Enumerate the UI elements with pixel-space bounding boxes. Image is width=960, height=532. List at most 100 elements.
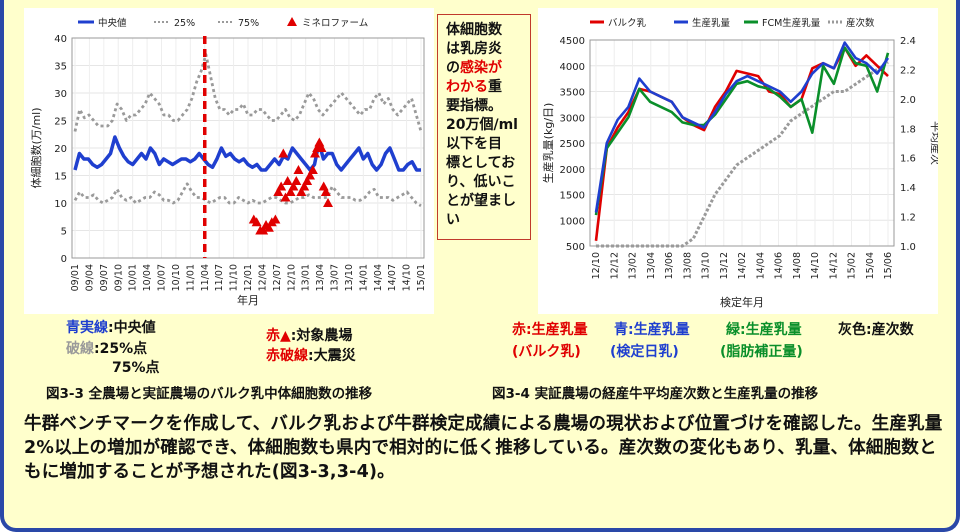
farm-point (291, 176, 302, 185)
farm-point (314, 137, 325, 147)
legend-label: バルク乳 (608, 17, 647, 29)
y-tick-label: 2000 (560, 165, 585, 176)
farm-point (251, 217, 262, 227)
right-legend-red-sub: (バルク乳) (512, 342, 581, 362)
plot-area (589, 39, 895, 247)
x-tick-label: 14/04 (373, 264, 384, 291)
x-tick-label: 11/04 (200, 264, 211, 291)
farm-point (273, 187, 284, 196)
x-tick-label: 11/01 (185, 264, 196, 291)
farm-point (280, 192, 291, 202)
x-tick-label: 14/08 (792, 252, 803, 279)
y2-tick-label: 2.4 (900, 36, 916, 47)
y-tick-label: 3000 (560, 113, 585, 124)
legend-marker (287, 17, 297, 26)
y-tick-label: 30 (54, 89, 67, 100)
y-tick-label: 500 (566, 242, 585, 253)
note-line: 要指標。 (446, 98, 502, 114)
y-tick-label: 5 (61, 227, 67, 238)
y-tick-label: 0 (61, 254, 67, 265)
legend-desc: :25%点 (94, 341, 148, 357)
note-text: の (446, 60, 460, 76)
farm-point (316, 143, 327, 152)
x-tick-label: 09/07 (99, 264, 110, 291)
farm-point (320, 187, 331, 196)
x-tick-label: 14/01 (358, 264, 369, 291)
series-line-産次数 (596, 60, 889, 248)
y-tick-label: 1500 (560, 191, 585, 202)
legend-label: 中央値 (98, 17, 127, 29)
x-tick-label: 12/10 (591, 252, 602, 279)
note-red-text: 感染が (460, 60, 502, 76)
x-tick-label: 12/07 (272, 264, 283, 291)
y2-tick-label: 1.2 (900, 213, 916, 224)
x-tick-label: 15/02 (847, 252, 858, 279)
x-tick-label: 10/07 (157, 264, 168, 291)
y-tick-label: 3500 (560, 88, 585, 99)
y-tick-label: 25 (54, 117, 67, 128)
x-tick-label: 13/07 (330, 264, 341, 291)
y2-tick-label: 1.0 (900, 242, 916, 253)
farm-point (293, 165, 304, 174)
y-tick-label: 20 (54, 144, 67, 155)
legend-key: 破線 (66, 341, 94, 357)
milk-chart: 500 1000 1500 2000 2500 3000 3500 4000 4500 1.0 1.… (541, 17, 943, 309)
y2-axis-title: 平均産次 (929, 121, 938, 165)
legend-label: 25% (174, 18, 195, 29)
note-line: り、低いこ (446, 174, 516, 190)
legend-label: 産次数 (846, 17, 875, 29)
figure-caption-3-4: 図3-4 実証農場の経産牛平均産次数と生産乳量の推移 (492, 386, 819, 402)
right-legend-green-sub: (脂肪補正量) (720, 342, 803, 362)
right-legend-blue: 青:生産乳量 (614, 320, 690, 340)
farm-point (299, 181, 310, 191)
x-tick-label: 12/01 (243, 264, 254, 291)
series-line-FCM生産乳量 (594, 46, 890, 216)
y-tick-label: 35 (54, 62, 67, 73)
legend-sub: (脂肪補正量) (720, 344, 803, 360)
farm-point (302, 176, 313, 185)
legend-key: 青 (614, 322, 628, 338)
note-line: は乳房炎 (446, 41, 502, 57)
x-tick-label: 15/06 (883, 252, 894, 279)
y-tick-label: 4000 (560, 62, 585, 73)
legend-desc: :中央値 (108, 320, 156, 336)
x-axis-title: 年月 (237, 293, 259, 307)
series-line-25% (73, 182, 422, 208)
x-axis-title: 検定年月 (720, 295, 764, 309)
farm-point (285, 187, 296, 196)
x-tick-label: 13/01 (301, 264, 312, 291)
figure-caption-3-3: 図3-3 全農場と実証農場のバルク乳中体細胞数の推移 (46, 386, 373, 402)
legend-label: 生産乳量 (692, 17, 731, 29)
y2-tick-label: 2.0 (900, 95, 916, 106)
y-tick-label: 4500 (560, 36, 585, 47)
farm-point (310, 148, 321, 158)
x-tick-label: 10/01 (128, 264, 139, 291)
x-tick-label: 12/12 (609, 252, 620, 279)
left-legend-gray: 破線:25%点 (66, 339, 147, 359)
y-tick-label: 2500 (560, 139, 585, 150)
y-tick-label: 10 (54, 199, 67, 210)
legend-desc: :対象農場 (290, 328, 353, 344)
x-tick-label: 14/02 (737, 252, 748, 279)
y-tick-label: 40 (54, 34, 67, 45)
legend-key: 赤▲ (266, 328, 291, 344)
note-line: 以下を目 (446, 136, 502, 152)
left-legend-gray-2: 75%点 (112, 358, 160, 378)
x-tick-label: 12/04 (257, 264, 268, 291)
series-line-中央値 (73, 135, 421, 172)
legend-desc: 75%点 (112, 360, 160, 376)
x-tick-label: 13/10 (344, 264, 355, 291)
x-tick-label: 11/07 (214, 264, 225, 291)
x-tick-label: 13/04 (315, 264, 326, 291)
legend-label: ミネロファーム (302, 18, 368, 29)
x-tick-label: 13/02 (628, 252, 639, 279)
y2-tick-label: 2.2 (900, 65, 916, 76)
y2-tick-label: 1.6 (900, 154, 916, 165)
scc-chart-panel: 0 5 10 15 20 25 30 35 40 09/01 09/04 09/07 09/10 10/0… (24, 8, 434, 314)
farm-point (258, 225, 269, 235)
note-line: 20万個/ml (446, 117, 518, 133)
legend-key: 緑 (726, 322, 740, 338)
scc-chart: 0 5 10 15 20 25 30 35 40 09/01 09/04 09/07 09/10 10/0… (29, 17, 427, 307)
y2-tick-label: 1.4 (900, 183, 916, 194)
x-tick-label: 09/04 (84, 264, 95, 291)
